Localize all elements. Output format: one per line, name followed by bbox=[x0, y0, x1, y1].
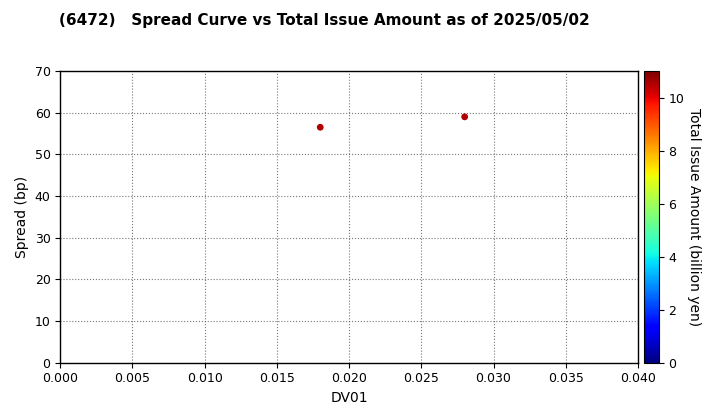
Y-axis label: Total Issue Amount (billion yen): Total Issue Amount (billion yen) bbox=[687, 108, 701, 326]
Point bbox=[315, 124, 326, 131]
X-axis label: DV01: DV01 bbox=[330, 391, 368, 405]
Y-axis label: Spread (bp): Spread (bp) bbox=[15, 176, 29, 258]
Text: (6472)   Spread Curve vs Total Issue Amount as of 2025/05/02: (6472) Spread Curve vs Total Issue Amoun… bbox=[58, 13, 590, 28]
Point bbox=[459, 113, 470, 120]
